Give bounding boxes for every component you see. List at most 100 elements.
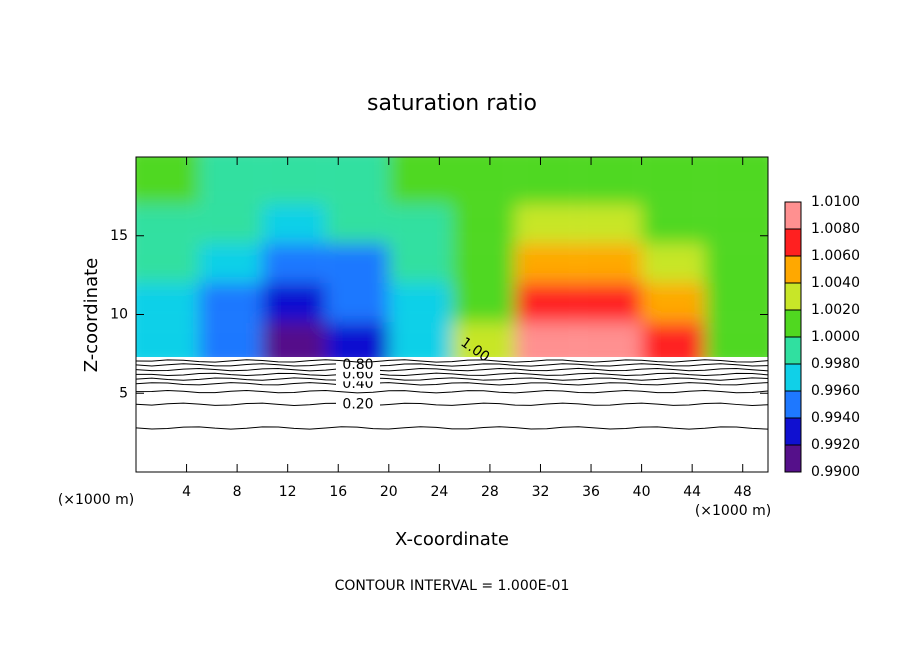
x-unit-label: (×1000 m) bbox=[58, 492, 134, 508]
x-tick-label: 20 bbox=[380, 484, 398, 500]
field-cell bbox=[578, 322, 642, 358]
x-tick-label: 16 bbox=[329, 484, 347, 500]
field-cell bbox=[136, 322, 200, 358]
x-tick-label: 8 bbox=[233, 484, 242, 500]
colorbar-tick-label: 1.0000 bbox=[811, 329, 860, 345]
colorbar-swatch bbox=[785, 337, 801, 364]
colorbar-tick-label: 0.9980 bbox=[811, 356, 860, 372]
field-cell bbox=[641, 204, 705, 244]
contour-line bbox=[135, 389, 769, 394]
contour-line bbox=[135, 363, 769, 367]
field-cell bbox=[452, 322, 516, 358]
colorbar-swatch bbox=[785, 202, 801, 229]
field-cell bbox=[578, 243, 642, 283]
colorbar-tick-label: 1.0060 bbox=[811, 248, 860, 264]
colorbar-swatch bbox=[785, 418, 801, 445]
y-tick-label: 5 bbox=[119, 385, 128, 401]
field-cell bbox=[578, 157, 642, 205]
field-cell bbox=[704, 204, 768, 244]
y-tick-label: 10 bbox=[110, 307, 128, 323]
field-cell bbox=[325, 157, 389, 205]
field-cell bbox=[704, 283, 768, 323]
colorbar-swatch bbox=[785, 445, 801, 472]
y-axis-label: Z-coordinate bbox=[81, 258, 102, 373]
colorbar-tick-label: 1.0100 bbox=[811, 194, 860, 210]
field-cell bbox=[136, 204, 200, 244]
x-tick-label: 12 bbox=[279, 484, 297, 500]
field-cells bbox=[136, 157, 768, 358]
field-cell bbox=[704, 322, 768, 358]
field-cell bbox=[515, 157, 579, 205]
field-cell bbox=[136, 157, 200, 205]
field-cell bbox=[641, 322, 705, 358]
field-cell bbox=[388, 322, 452, 358]
colorbar-swatch bbox=[785, 310, 801, 337]
field-cell bbox=[515, 322, 579, 358]
field-cell bbox=[641, 243, 705, 283]
x-unit-label: (×1000 m) bbox=[695, 503, 771, 519]
colorbar-tick-label: 1.0080 bbox=[811, 221, 860, 237]
field-cell bbox=[325, 322, 389, 358]
colorbar-tick-label: 1.0020 bbox=[811, 302, 860, 318]
x-tick-label: 48 bbox=[734, 484, 752, 500]
field-cell bbox=[199, 283, 263, 323]
x-tick-label: 28 bbox=[481, 484, 499, 500]
contour-label: 0.20 bbox=[342, 396, 373, 412]
field-cell bbox=[199, 157, 263, 205]
field-cell bbox=[641, 157, 705, 205]
contour-line bbox=[135, 426, 769, 430]
field bbox=[136, 157, 768, 358]
colorbar-tick-label: 0.9960 bbox=[811, 383, 860, 399]
field-cell bbox=[388, 283, 452, 323]
colorbar-tick-label: 0.9900 bbox=[811, 464, 860, 480]
contour-line bbox=[135, 359, 769, 363]
field-cell bbox=[262, 243, 326, 283]
colorbar-swatch bbox=[785, 391, 801, 418]
field-cell bbox=[452, 283, 516, 323]
field-cell bbox=[262, 322, 326, 358]
footer-note: CONTOUR INTERVAL = 1.000E-01 bbox=[335, 578, 570, 594]
colorbar-tick-label: 0.9940 bbox=[811, 410, 860, 426]
x-tick-label: 24 bbox=[430, 484, 448, 500]
field-cell bbox=[388, 243, 452, 283]
contour-line bbox=[135, 382, 769, 386]
field-cell bbox=[388, 204, 452, 244]
field-cell bbox=[199, 322, 263, 358]
field-cell bbox=[578, 283, 642, 323]
field-cell bbox=[136, 283, 200, 323]
colorbar-swatch bbox=[785, 256, 801, 283]
colorbar-swatch bbox=[785, 283, 801, 310]
field-cell bbox=[199, 243, 263, 283]
chart-title: saturation ratio bbox=[367, 91, 537, 116]
contour-line bbox=[135, 372, 769, 377]
contour-line bbox=[135, 367, 769, 372]
x-tick-label: 40 bbox=[633, 484, 651, 500]
field-cell bbox=[136, 243, 200, 283]
colorbar-tick-label: 0.9920 bbox=[811, 437, 860, 453]
field-cell bbox=[262, 283, 326, 323]
field-cell bbox=[704, 157, 768, 205]
field-cell bbox=[199, 204, 263, 244]
field-cell bbox=[641, 283, 705, 323]
x-tick-label: 36 bbox=[582, 484, 600, 500]
field-cell bbox=[578, 204, 642, 244]
field-cell bbox=[515, 283, 579, 323]
field-cell bbox=[262, 157, 326, 205]
contour-line bbox=[135, 402, 769, 406]
x-tick-label: 32 bbox=[532, 484, 550, 500]
colorbar-tick-label: 1.0040 bbox=[811, 275, 860, 291]
field-cell bbox=[515, 243, 579, 283]
field-cell bbox=[452, 204, 516, 244]
field-cell bbox=[388, 157, 452, 205]
y-tick-label: 15 bbox=[110, 228, 128, 244]
contour-line bbox=[135, 377, 769, 381]
contour-label-bg bbox=[336, 397, 380, 412]
field-cell bbox=[452, 243, 516, 283]
field-cell bbox=[325, 204, 389, 244]
x-axis-label: X-coordinate bbox=[395, 529, 509, 550]
field-cell bbox=[325, 243, 389, 283]
x-tick-label: 4 bbox=[182, 484, 191, 500]
colorbar-swatch bbox=[785, 364, 801, 391]
field-cell bbox=[325, 283, 389, 323]
